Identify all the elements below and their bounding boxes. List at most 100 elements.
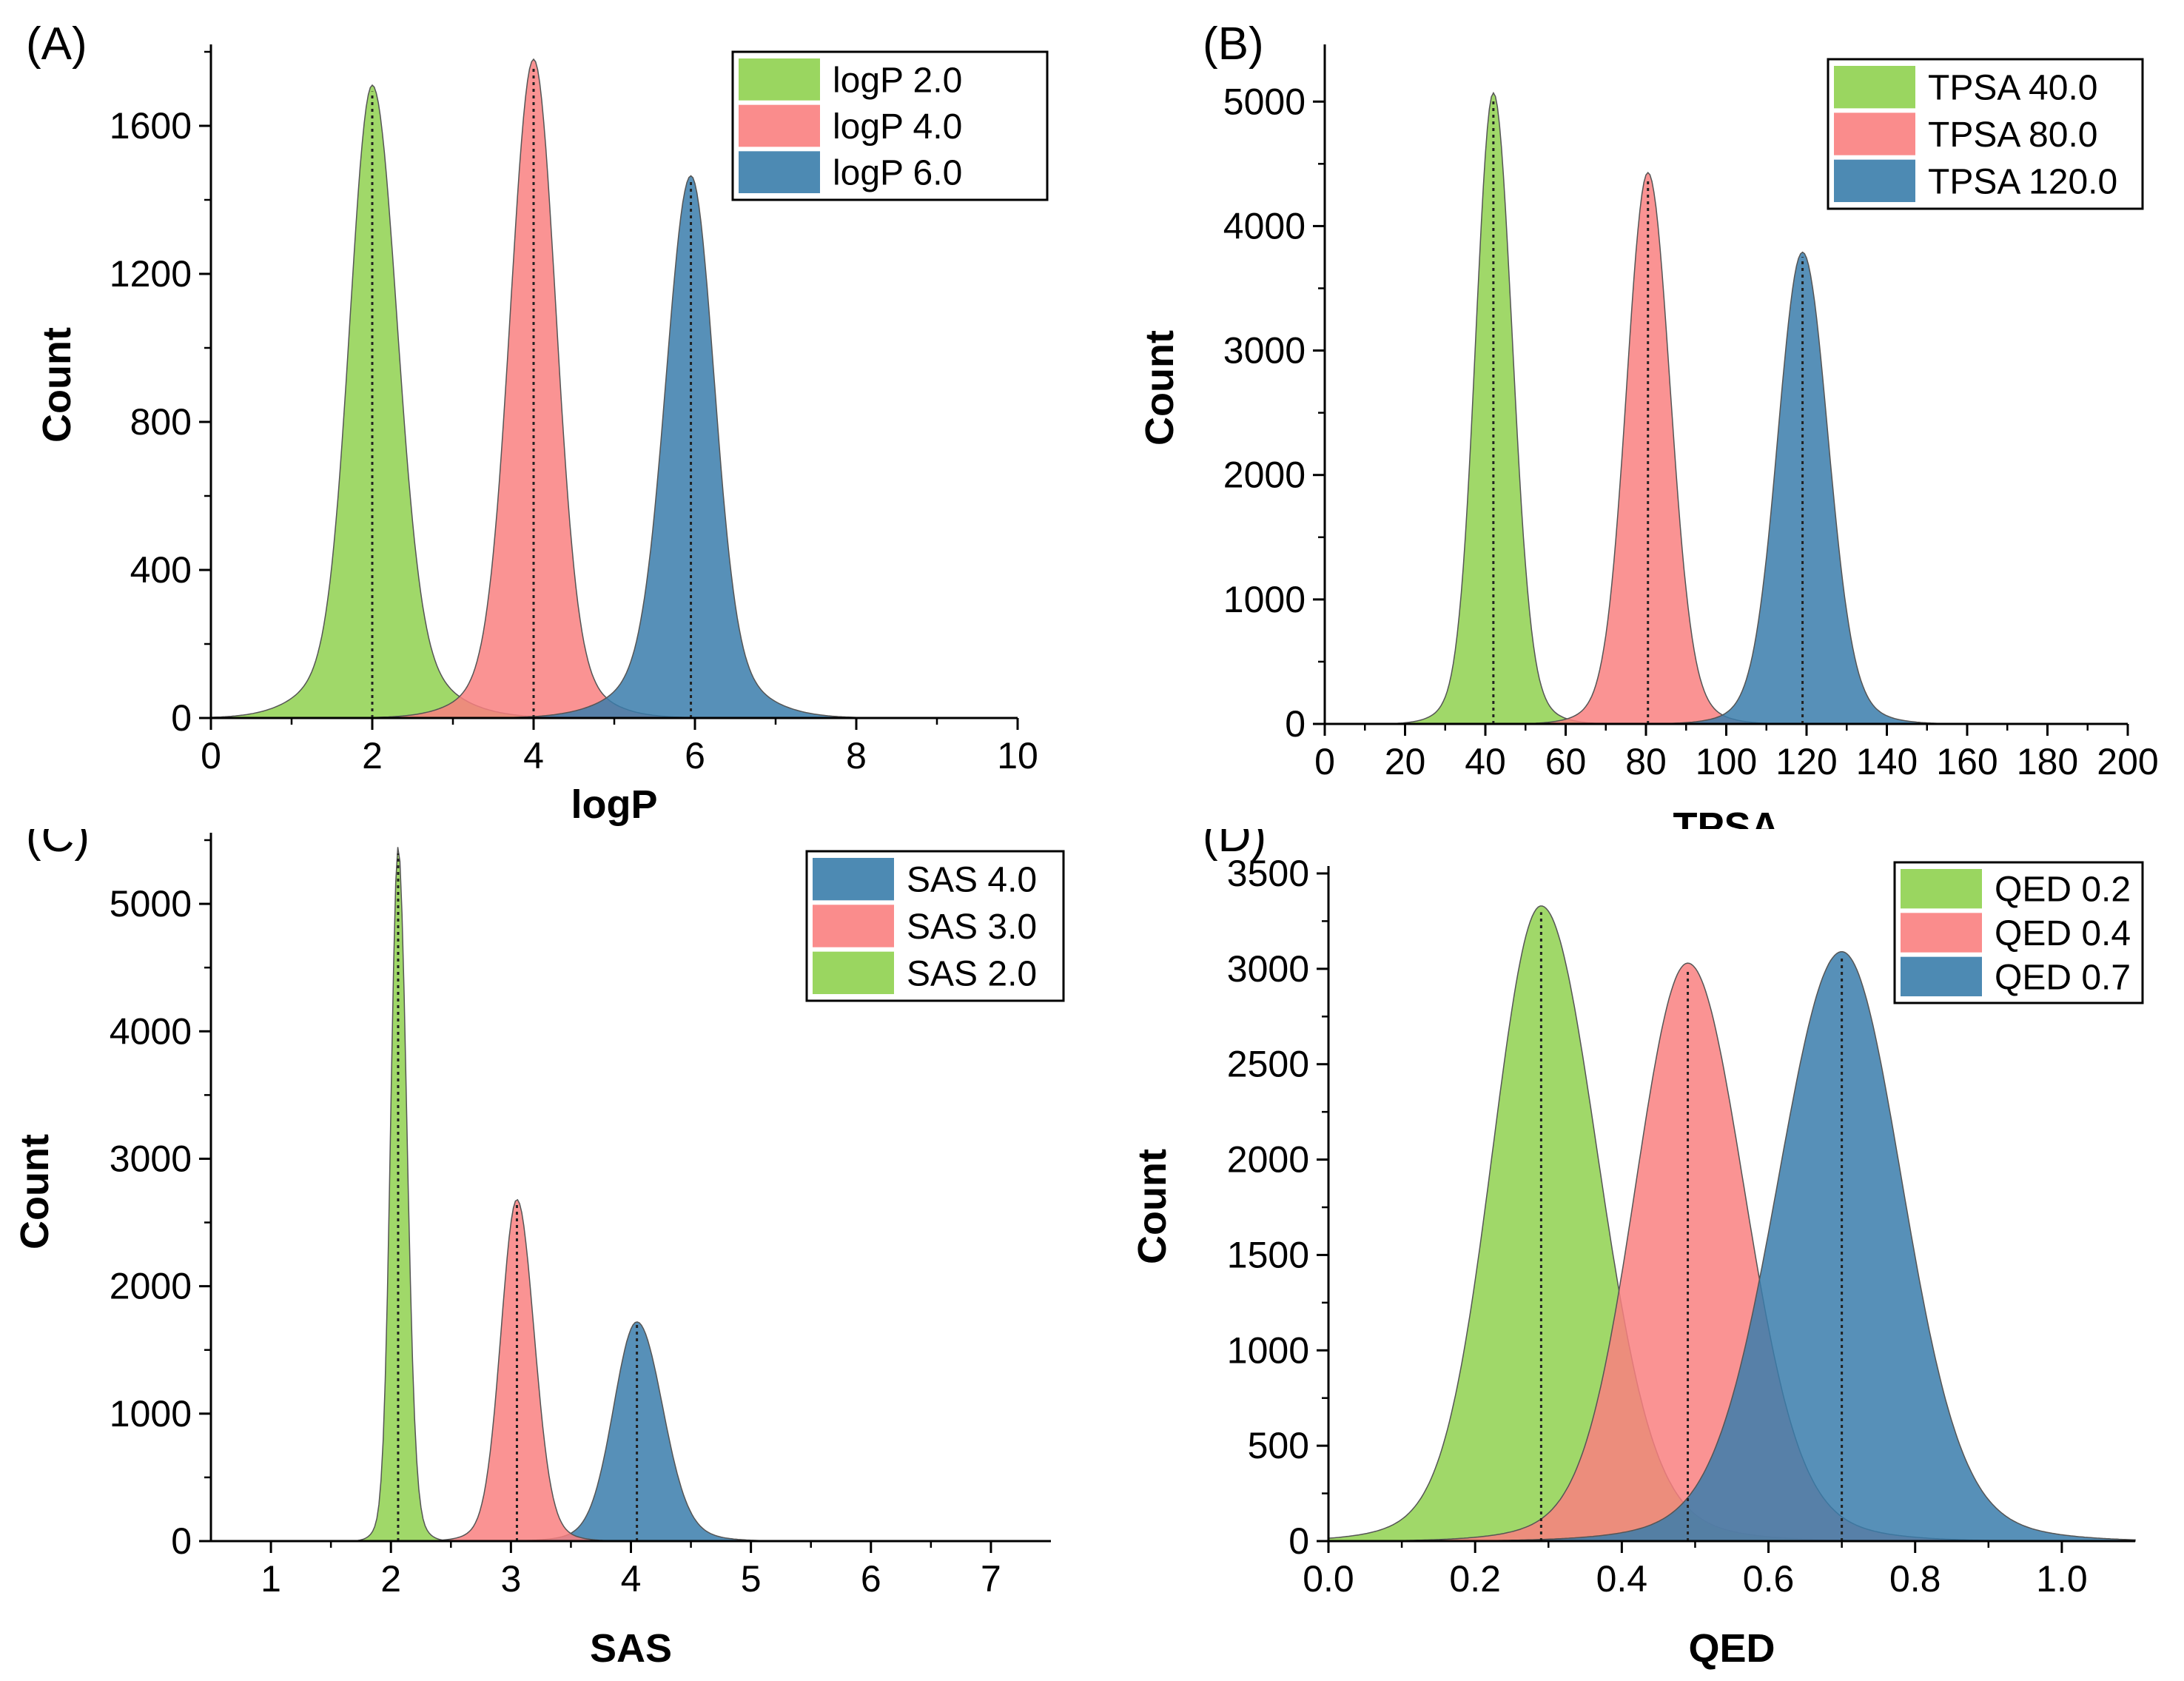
y-tick-label: 3000: [1223, 330, 1306, 372]
x-tick-label: 120: [1775, 741, 1837, 782]
legend-swatch-logp-2-0: [739, 58, 820, 101]
panel-d: (D) 0.0 0.2 0.4 0.6 0.8 1.0 0 500 1000 1500 2000 250…: [1092, 829, 2184, 1681]
x-tick-label: 0: [201, 735, 221, 776]
y-tick-label: 2000: [1223, 454, 1306, 496]
x-tick-label: 140: [1856, 741, 1918, 782]
x-tick-label: 0.4: [1596, 1558, 1648, 1600]
y-axis-title: Count: [1130, 1149, 1175, 1264]
panel-label: (C): [26, 829, 90, 862]
y-tick-label: 3000: [1227, 948, 1309, 990]
panel-c: (C) 1 2 3 4 5 6 7 0 1000 2000 3000 4000 5000 SAS Count S…: [0, 829, 1092, 1681]
x-tick-label: 180: [2017, 741, 2078, 782]
distribution-tpsa-120-0: [1325, 251, 2128, 725]
legend: SAS 4.0 SAS 3.0 SAS 2.0: [805, 850, 1065, 1002]
legend-swatch-sas-3-0: [813, 905, 894, 947]
panel-b: (B) 0 20 40 60 80 100 120 140 160 180 200 0 1000 2000 3…: [1092, 0, 2184, 829]
y-tick-label: 2500: [1227, 1044, 1309, 1085]
y-tick-label: 2000: [110, 1266, 192, 1307]
x-tick-label: 1.0: [2036, 1558, 2088, 1600]
y-tick-label: 4000: [110, 1010, 192, 1052]
y-tick-label: 400: [130, 549, 192, 591]
y-tick-label: 3000: [110, 1138, 192, 1179]
legend-swatch-logp-6-0: [739, 151, 820, 193]
y-tick-label: 5000: [1223, 81, 1306, 122]
x-tick-label: 2: [362, 735, 383, 776]
y-tick-label: 4000: [1223, 205, 1306, 246]
x-tick-label: 4: [621, 1558, 642, 1600]
legend-swatch-qed-0-7: [1901, 956, 1982, 996]
y-tick-label: 1000: [1227, 1329, 1309, 1371]
legend-swatch-tpsa-40-0: [1834, 66, 1915, 109]
legend-swatch-sas-4-0: [813, 858, 894, 901]
y-tick-label: 5000: [110, 883, 192, 925]
y-tick-label: 1500: [1227, 1234, 1309, 1275]
distribution-sas-4-0: [211, 1321, 1051, 1542]
legend-swatch-sas-2-0: [813, 951, 894, 994]
x-tick-label: 6: [685, 735, 705, 776]
legend-label-qed-0-4: QED 0.4: [1995, 914, 2131, 953]
y-tick-label: 1200: [110, 253, 192, 295]
x-tick-label: 20: [1385, 741, 1426, 782]
legend-label-logp-2-0: logP 2.0: [833, 61, 962, 100]
legend-swatch-qed-0-4: [1901, 913, 1982, 953]
x-tick-label: 100: [1696, 741, 1757, 782]
panel-label: (D): [1203, 829, 1266, 862]
legend: TPSA 40.0 TPSA 80.0 TPSA 120.0: [1827, 58, 2144, 210]
x-tick-label: 7: [981, 1558, 1001, 1600]
y-tick-label: 0: [171, 1520, 192, 1562]
legend-swatch-logp-4-0: [739, 104, 820, 147]
y-tick-label: 500: [1248, 1425, 1309, 1466]
y-tick-label: 1000: [1223, 579, 1306, 620]
y-axis-title: Count: [13, 1134, 57, 1249]
x-axis-title: SAS: [590, 1626, 672, 1671]
legend-label-sas-4-0: SAS 4.0: [907, 861, 1037, 900]
y-tick-label: 1000: [110, 1393, 192, 1435]
legend-label-sas-2-0: SAS 2.0: [907, 954, 1037, 993]
y-tick-label: 1600: [110, 105, 192, 147]
legend-swatch-tpsa-80-0: [1834, 113, 1915, 155]
y-tick-label: 0: [1285, 703, 1306, 745]
y-tick-label: 2000: [1227, 1139, 1309, 1181]
chart-sas: (C) 1 2 3 4 5 6 7 0 1000 2000 3000 4000 5000 SAS Count S…: [13, 829, 1065, 1671]
y-axis-title: Count: [35, 327, 79, 443]
x-axis-title: QED: [1688, 1626, 1775, 1671]
legend-label-qed-0-2: QED 0.2: [1995, 870, 2131, 910]
x-tick-label: 0.8: [1889, 1558, 1941, 1600]
x-tick-label: 10: [997, 735, 1038, 776]
legend-label-logp-6-0: logP 6.0: [833, 154, 962, 193]
x-tick-label: 0.2: [1449, 1558, 1501, 1600]
legend-label-sas-3-0: SAS 3.0: [907, 907, 1037, 947]
x-tick-label: 4: [523, 735, 544, 776]
x-tick-label: 8: [846, 735, 867, 776]
x-tick-label: 200: [2097, 741, 2158, 782]
distribution-tpsa-80-0: [1325, 171, 2128, 725]
legend-label-logp-4-0: logP 4.0: [833, 107, 962, 147]
y-tick-label: 0: [1288, 1520, 1309, 1562]
x-tick-label: 0.6: [1743, 1558, 1795, 1600]
legend: logP 2.0 logP 4.0 logP 6.0: [731, 50, 1049, 201]
x-tick-label: 5: [741, 1558, 762, 1600]
legend-label-tpsa-80-0: TPSA 80.0: [1928, 115, 2097, 155]
x-axis-title: TPSA: [1673, 805, 1779, 829]
chart-qed: (D) 0.0 0.2 0.4 0.6 0.8 1.0 0 500 1000 1500 2000 250…: [1130, 829, 2144, 1671]
y-tick-label: 0: [171, 697, 192, 739]
x-tick-label: 60: [1545, 741, 1587, 782]
x-tick-label: 1: [261, 1558, 281, 1600]
y-axis-title: Count: [1138, 330, 1182, 446]
x-tick-label: 40: [1465, 741, 1506, 782]
x-tick-label: 6: [861, 1558, 881, 1600]
legend-swatch-qed-0-2: [1901, 869, 1982, 909]
chart-tpsa: (B)0 20 40 60 80 100 120 140 160 180 2000100020003…: [1138, 19, 2159, 829]
panel-label: (B): [1203, 19, 1264, 70]
legend-label-qed-0-7: QED 0.7: [1995, 958, 2131, 997]
y-tick-label: 800: [130, 401, 192, 443]
chart-logp: (A) 0 2 4 6 8 10 0 400 800 1200 1600 logP Count logP 2…: [26, 19, 1049, 827]
x-tick-label: 160: [1936, 741, 1997, 782]
x-tick-label: 80: [1625, 741, 1667, 782]
x-tick-label: 3: [500, 1558, 521, 1600]
legend-swatch-tpsa-120-0: [1834, 159, 1915, 202]
x-axis-title: logP: [571, 782, 658, 827]
panel-label: (A): [26, 19, 87, 70]
panel-a: (A) 0 2 4 6 8 10 0 400 800 1200 1600 logP Count logP 2…: [0, 0, 1092, 829]
x-tick-label: 2: [380, 1558, 401, 1600]
